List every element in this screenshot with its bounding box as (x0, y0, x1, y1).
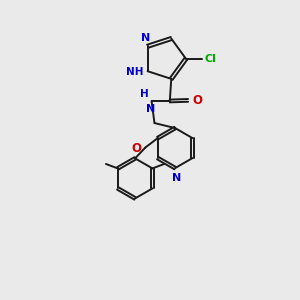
Text: N: N (141, 33, 150, 43)
Text: N: N (146, 104, 156, 114)
Text: N: N (172, 173, 181, 183)
Text: Cl: Cl (205, 54, 216, 64)
Text: O: O (132, 142, 142, 154)
Text: O: O (192, 94, 202, 107)
Text: H: H (140, 89, 148, 100)
Text: NH: NH (126, 68, 143, 77)
